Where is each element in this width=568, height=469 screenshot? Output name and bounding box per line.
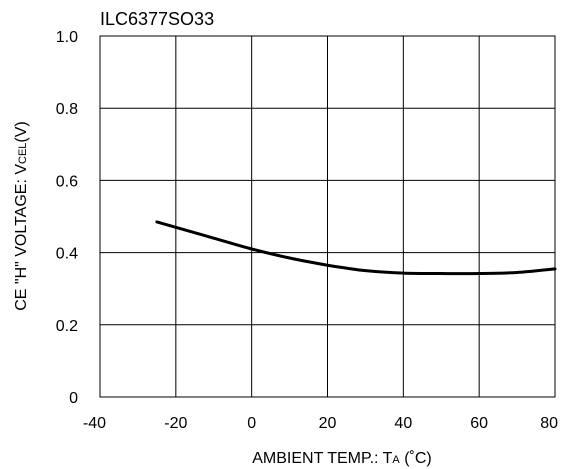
y-tick-label: 0.8 <box>56 101 78 118</box>
plot-frame <box>99 35 556 398</box>
y-axis-label: CE "H" VOLTAGE: VCEL(V) <box>13 121 30 311</box>
x-tick-label: -20 <box>164 415 187 432</box>
x-tick-label: 80 <box>540 415 558 432</box>
grid-lines <box>99 35 556 398</box>
y-tick-labels: 0 0.2 0.4 0.6 0.8 1.0 <box>56 29 78 407</box>
chart-title: ILC6377SO33 <box>100 9 214 29</box>
y-tick-label: 0.2 <box>56 318 78 335</box>
x-tick-label: 20 <box>319 415 337 432</box>
x-tick-label: 40 <box>394 415 412 432</box>
x-tick-labels: -40 -20 0 20 40 60 80 <box>83 415 558 432</box>
y-tick-label: 0.6 <box>56 173 78 190</box>
x-axis-label: AMBIENT TEMP.: TA (˚C) <box>252 450 432 467</box>
y-tick-label: 0 <box>69 390 78 407</box>
y-tick-label: 1.0 <box>56 29 78 46</box>
x-tick-label: 0 <box>247 415 256 432</box>
x-tick-label: -40 <box>83 415 106 432</box>
y-tick-label: 0.4 <box>56 246 78 263</box>
series-line <box>155 220 557 276</box>
x-tick-label: 60 <box>470 415 488 432</box>
